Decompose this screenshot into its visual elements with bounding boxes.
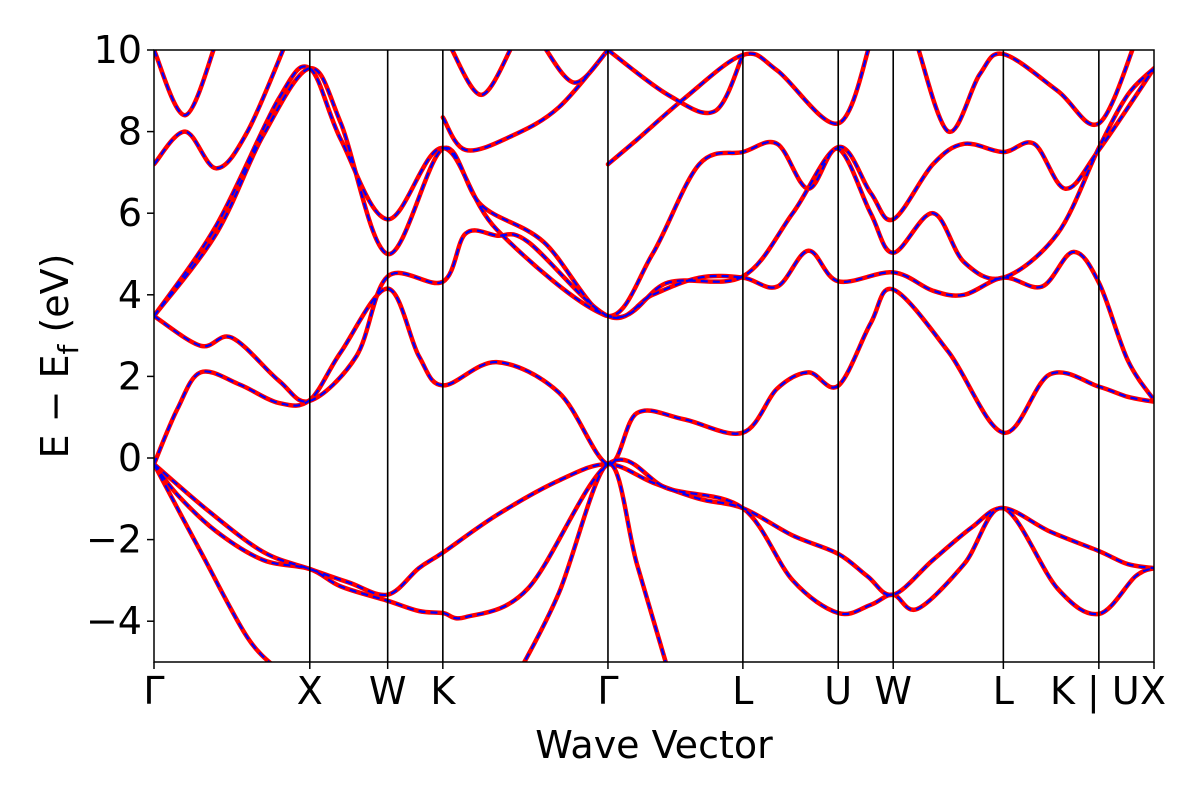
band-dashed-0 bbox=[154, 463, 1154, 597]
x-tick-label-4: Γ bbox=[597, 669, 618, 713]
band-solid-13 bbox=[916, 50, 1135, 134]
band-dashed-6 bbox=[154, 67, 1154, 318]
band-dashed-5 bbox=[154, 229, 1154, 403]
y-tick-label-0: 10 bbox=[94, 28, 142, 72]
band-solid-10 bbox=[440, 50, 611, 153]
band-dashed-8 bbox=[154, 50, 285, 170]
x-tick-label-6: U bbox=[824, 669, 852, 713]
band-dashed-3 bbox=[154, 287, 1154, 466]
y-tick-label-1: 8 bbox=[118, 110, 142, 154]
band-dashed-9 bbox=[154, 50, 215, 117]
x-tick-label-7: W bbox=[874, 669, 912, 713]
x-tick-label-0: Γ bbox=[143, 669, 164, 713]
x-tick-label-10: X bbox=[1140, 669, 1166, 713]
band-solid-14 bbox=[543, 50, 611, 85]
band-dashed-7 bbox=[154, 65, 1154, 319]
x-tick-label-1: X bbox=[297, 669, 323, 713]
x-tick-label-5: L bbox=[732, 669, 753, 713]
plot-frame bbox=[153, 49, 1155, 663]
y-axis-label: E − Ef (eV) bbox=[33, 254, 85, 459]
y-ticks: 10 8 6 4 2 0 −2 −4 bbox=[86, 28, 154, 643]
y-tick-label-2: 6 bbox=[118, 191, 142, 235]
x-tick-label-3: K bbox=[430, 669, 456, 713]
y-tick-label-5: 0 bbox=[118, 436, 142, 480]
y-tick-label-4: 2 bbox=[118, 354, 142, 398]
band-dashed-10 bbox=[441, 50, 609, 152]
band-solid-15 bbox=[449, 50, 513, 98]
x-tick-label-8: L bbox=[993, 669, 1014, 713]
y-tick-label-7: −4 bbox=[86, 599, 142, 643]
band-dashed-12 bbox=[607, 50, 744, 114]
band-dashed-2 bbox=[523, 463, 667, 662]
band-dashed-11 bbox=[607, 50, 870, 166]
x-axis-label: Wave Vector bbox=[535, 723, 773, 767]
band-dashed-1 bbox=[154, 463, 271, 662]
band-dashed-14 bbox=[545, 50, 609, 84]
x-tick-label-2: W bbox=[369, 669, 407, 713]
y-tick-label-6: −2 bbox=[86, 518, 142, 562]
kpoint-lines bbox=[308, 50, 1100, 662]
band-dashed-15 bbox=[450, 50, 512, 96]
band-solid-1 bbox=[154, 461, 273, 662]
y-tick-label-3: 4 bbox=[118, 273, 142, 317]
x-tick-label-9: K | U bbox=[1050, 669, 1140, 714]
